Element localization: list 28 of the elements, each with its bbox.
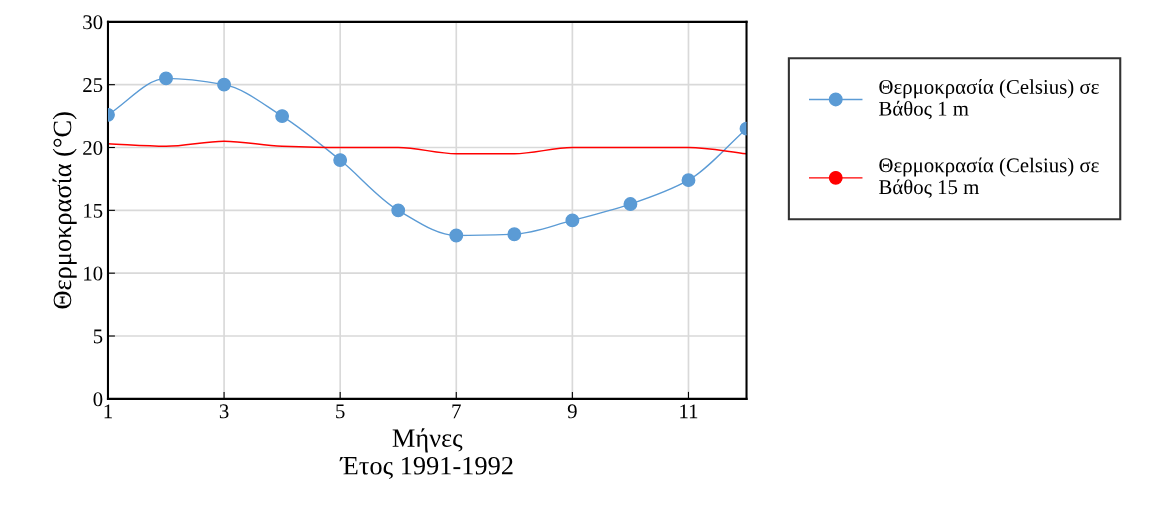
y-tick-label: 5 [93, 329, 103, 344]
point [275, 109, 290, 124]
point [217, 77, 232, 92]
point [623, 197, 638, 212]
x-tick-label: 11 [680, 404, 698, 419]
y-tick-label: 20 [83, 140, 103, 155]
x-tick-label: 3 [219, 404, 229, 419]
point [507, 227, 522, 242]
x-tick-label: 9 [567, 404, 577, 419]
point [565, 213, 580, 228]
point [449, 228, 464, 243]
x-tick-label: 7 [452, 404, 461, 419]
legend-label: Θερμοκρασία (Celsius) σε Βάθος 1 m [879, 79, 1099, 120]
y-axis-title: Θερμοκρασία (°C) [52, 112, 77, 309]
y-tick-label: 25 [83, 78, 103, 93]
y-tick-label: 15 [84, 203, 103, 218]
y-tick-label: 0 [93, 392, 103, 407]
point [159, 71, 173, 86]
point [681, 173, 696, 188]
x-axis-title: Μήνες Έτος 1991-1992 [339, 428, 513, 480]
x-tick-label: 1 [104, 404, 112, 419]
line-series [107, 140, 747, 155]
x-tick-label: 5 [336, 404, 345, 419]
y-tick-label: 10 [84, 266, 103, 281]
y-tick-label: 30 [83, 15, 103, 30]
point [333, 153, 348, 168]
legend-label: Θερμοκρασία (Celsius) σε Βάθος 15 m [879, 157, 1099, 198]
point [391, 203, 406, 218]
